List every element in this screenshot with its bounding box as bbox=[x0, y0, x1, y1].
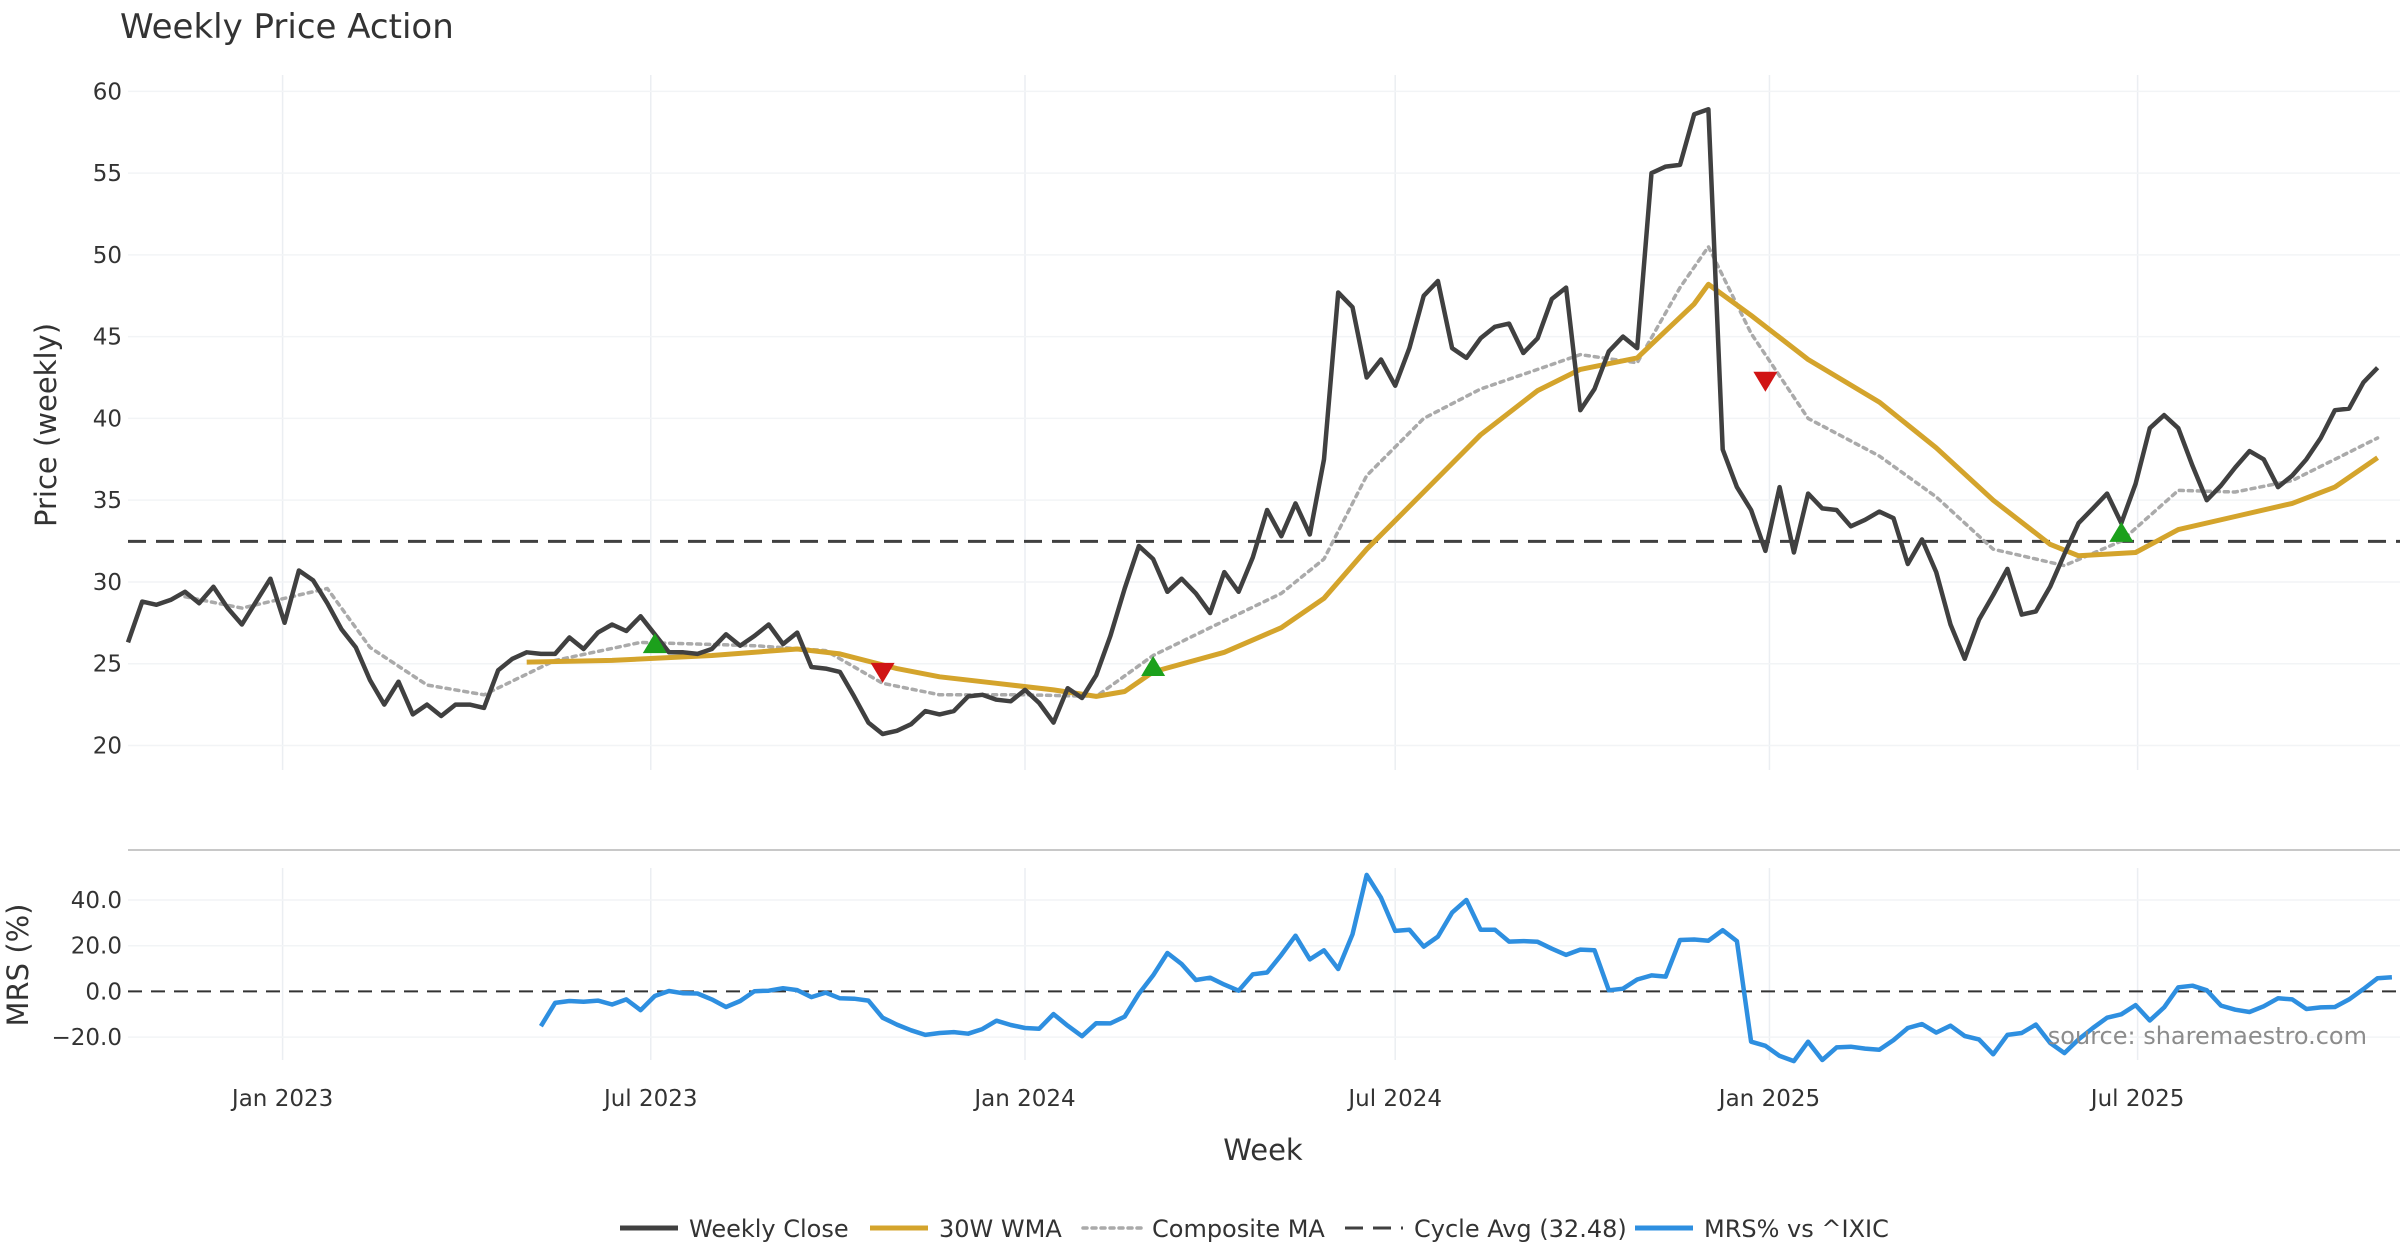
wma-30w-line bbox=[526, 281, 2380, 699]
buy-signal-0 bbox=[642, 633, 667, 654]
x-axis-ticks: Jan 2023 Jul 2023 Jan 2024 Jul 2024 Jan 2025… bbox=[230, 1086, 2184, 1112]
mrs-line bbox=[538, 872, 2393, 1064]
price-y-tick-25: 25 bbox=[93, 652, 122, 678]
mrs-y-axis-title: MRS (%) bbox=[1, 904, 35, 1027]
sell-signal-0 bbox=[870, 662, 895, 683]
x-tick-2: Jan 2024 bbox=[972, 1086, 1075, 1112]
legend-label-1: 30W WMA bbox=[939, 1215, 1062, 1243]
mrs-panel: −20.0 0.0 20.0 40.0 MRS (%) source: sharema… bbox=[1, 868, 2400, 1064]
x-axis-title: Week bbox=[1223, 1133, 1303, 1167]
price-y-tick-40: 40 bbox=[93, 406, 122, 432]
source-label: source: sharemaestro.com bbox=[2048, 1022, 2367, 1050]
price-y-tick-55: 55 bbox=[93, 161, 122, 187]
price-y-tick-50: 50 bbox=[93, 243, 122, 269]
legend-label-2: Composite MA bbox=[1152, 1215, 1325, 1243]
x-tick-5: Jul 2025 bbox=[2089, 1086, 2185, 1112]
price-y-tick-45: 45 bbox=[93, 325, 122, 351]
mrs-y-tick-3: 40.0 bbox=[71, 888, 122, 914]
mrs-y-ticks: −20.0 0.0 20.0 40.0 bbox=[52, 888, 122, 1051]
buy-signal-2 bbox=[2109, 521, 2134, 542]
mrs-grid bbox=[128, 868, 2400, 1060]
price-y-tick-60: 60 bbox=[93, 79, 122, 105]
buy-signal-1 bbox=[1141, 655, 1166, 676]
x-tick-4: Jan 2025 bbox=[1717, 1086, 1820, 1112]
price-panel: 20 25 30 35 40 45 50 55 60 Price (weekly) bbox=[29, 75, 2400, 770]
price-y-tick-30: 30 bbox=[93, 570, 122, 596]
price-y-tick-35: 35 bbox=[93, 488, 122, 514]
x-tick-3: Jul 2024 bbox=[1346, 1086, 1442, 1112]
mrs-y-tick-0: −20.0 bbox=[52, 1025, 122, 1051]
legend: Weekly Close 30W WMA Composite MA Cycle Avg… bbox=[620, 1215, 1889, 1243]
composite-ma-line bbox=[183, 244, 2380, 699]
mrs-y-tick-1: 0.0 bbox=[85, 979, 122, 1005]
legend-label-0: Weekly Close bbox=[689, 1215, 849, 1243]
price-y-axis-title: Price (weekly) bbox=[29, 323, 63, 527]
mrs-y-tick-2: 20.0 bbox=[71, 934, 122, 960]
weekly-close-line bbox=[125, 107, 2380, 737]
price-y-tick-20: 20 bbox=[93, 733, 122, 759]
legend-label-3: Cycle Avg (32.48) bbox=[1414, 1215, 1627, 1243]
x-tick-1: Jul 2023 bbox=[602, 1086, 698, 1112]
price-y-ticks: 20 25 30 35 40 45 50 55 60 bbox=[93, 79, 122, 759]
legend-label-4: MRS% vs ^IXIC bbox=[1704, 1215, 1889, 1243]
chart-title: Weekly Price Action bbox=[120, 7, 454, 47]
price-grid bbox=[128, 75, 2400, 770]
sell-signal-1 bbox=[1753, 371, 1778, 392]
signal-markers bbox=[642, 371, 2134, 683]
x-tick-0: Jan 2023 bbox=[230, 1086, 333, 1112]
